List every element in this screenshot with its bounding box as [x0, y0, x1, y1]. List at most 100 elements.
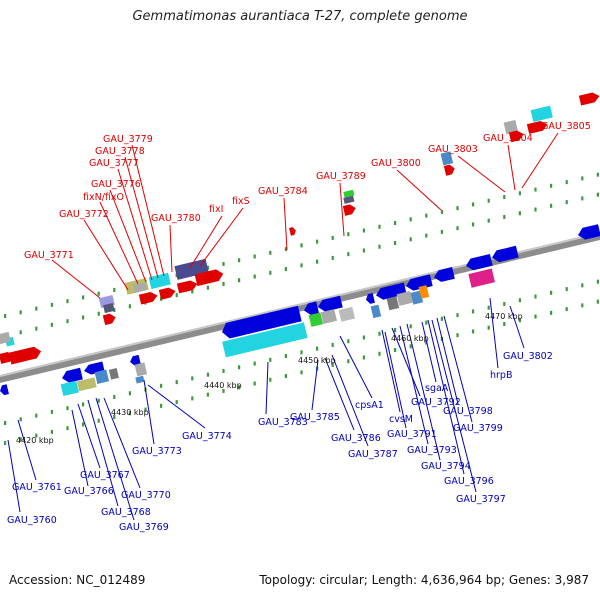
gene-label-bottom[interactable]: GAU_3802 — [503, 351, 553, 362]
tick-mark — [113, 395, 116, 400]
gene-feature — [135, 375, 145, 384]
gene-label-top[interactable]: GAU_3778 — [95, 146, 145, 157]
gene-label-top[interactable]: fixN/fixO — [83, 192, 124, 203]
tick-mark — [487, 305, 490, 310]
leader-line — [391, 327, 421, 397]
gene-label-bottom[interactable]: GAU_3770 — [121, 490, 171, 501]
tick-mark — [518, 298, 521, 303]
tick-mark — [19, 330, 22, 335]
gene-label-bottom[interactable]: cvsM — [389, 414, 413, 425]
tick-mark — [440, 316, 443, 321]
gene-box — [386, 296, 400, 311]
gene-arrow-forward — [526, 120, 548, 134]
tick-mark — [113, 415, 116, 420]
gene-label-bottom[interactable]: hrpB — [490, 370, 512, 381]
leader-line — [406, 323, 441, 461]
leader-line — [87, 399, 119, 507]
gene-arrow-reverse — [222, 305, 302, 339]
tick-mark — [565, 180, 568, 185]
gene-label-bottom[interactable]: GAU_3799 — [453, 423, 503, 434]
gene-label-bottom[interactable]: GAU_3792 — [411, 397, 461, 408]
leader-line — [109, 189, 147, 283]
tick-mark — [4, 314, 7, 319]
gene-label-bottom[interactable]: GAU_3798 — [443, 406, 493, 417]
gene-label-top[interactable]: GAU_3784 — [258, 186, 308, 197]
gene-label-bottom[interactable]: GAU_3791 — [387, 429, 437, 440]
leader-line — [339, 182, 345, 237]
leader-line — [507, 144, 516, 191]
gene-label-bottom[interactable]: GAU_3794 — [421, 461, 471, 472]
gene-feature — [526, 120, 548, 134]
gene-label-bottom[interactable]: GAU_3783 — [258, 417, 308, 428]
tick-mark — [191, 289, 194, 294]
tick-mark — [347, 232, 350, 237]
gene-feature — [289, 227, 296, 236]
tick-mark — [300, 350, 303, 355]
gene-label-top[interactable]: GAU_3803 — [428, 144, 478, 155]
gene-box — [222, 322, 308, 358]
tick-mark — [284, 354, 287, 359]
tick-mark — [503, 194, 506, 199]
gene-label-bottom[interactable]: GAU_3767 — [80, 470, 130, 481]
gene-label-top[interactable]: GAU_3800 — [371, 158, 421, 169]
gene-box — [440, 151, 454, 166]
gene-box — [308, 312, 324, 327]
gene-label-bottom[interactable]: GAU_3787 — [348, 449, 398, 460]
gene-label-bottom[interactable]: GAU_3769 — [119, 522, 169, 533]
gene-label-top[interactable]: GAU_3771 — [24, 250, 74, 261]
leader-line — [147, 384, 206, 429]
tick-mark — [238, 258, 241, 263]
gene-feature — [342, 204, 356, 216]
gene-label-bottom[interactable]: GAU_3768 — [101, 507, 151, 518]
tick-mark — [362, 248, 365, 253]
gene-label-top[interactable]: GAU_3780 — [151, 213, 201, 224]
gene-label-bottom[interactable]: GAU_3793 — [407, 445, 457, 456]
leader-line — [71, 409, 89, 487]
gene-label-top[interactable]: GAU_3804 — [483, 133, 533, 144]
gene-label-bottom[interactable]: GAU_3797 — [456, 494, 506, 505]
gene-features — [0, 92, 600, 397]
gene-label-bottom[interactable]: GAU_3766 — [64, 486, 114, 497]
tick-mark — [347, 339, 350, 344]
gene-label-top[interactable]: GAU_3779 — [103, 134, 153, 145]
tick-mark — [35, 306, 38, 311]
tick-mark — [362, 335, 365, 340]
tick-mark — [565, 200, 568, 205]
leader-line — [431, 319, 477, 493]
gene-arrow-forward — [194, 269, 224, 287]
tick-mark — [565, 287, 568, 292]
gene-box — [133, 282, 147, 293]
tick-mark — [362, 355, 365, 360]
tick-mark — [472, 309, 475, 314]
leader-line — [124, 156, 159, 279]
gene-label-top[interactable]: GAU_3772 — [59, 209, 109, 220]
tick-mark — [97, 398, 100, 403]
gene-arrow-forward — [443, 164, 455, 176]
tick-mark — [581, 176, 584, 181]
gene-box — [418, 285, 430, 299]
tick-mark — [19, 417, 22, 422]
gene-label-top[interactable]: GAU_3776 — [91, 179, 141, 190]
gene-arrow-forward — [138, 291, 158, 305]
gene-box — [94, 369, 110, 384]
gene-label-top[interactable]: fixI — [209, 204, 223, 215]
gene-feature — [148, 272, 171, 290]
gene-feature — [396, 290, 414, 306]
gene-label-bottom[interactable]: GAU_3786 — [331, 433, 381, 444]
gene-label-bottom[interactable]: GAU_3761 — [12, 482, 62, 493]
gene-label-bottom[interactable]: GAU_3774 — [182, 431, 232, 442]
gene-label-top[interactable]: GAU_3777 — [89, 158, 139, 169]
tick-mark — [596, 192, 599, 197]
gene-label-top[interactable]: GAU_3805 — [541, 121, 591, 132]
tick-mark — [472, 202, 475, 207]
gene-label-top[interactable]: GAU_3789 — [316, 171, 366, 182]
gene-label-top[interactable]: fixS — [232, 196, 250, 207]
gene-label-bottom[interactable]: GAU_3773 — [132, 446, 182, 457]
gene-label-bottom[interactable]: GAU_3760 — [7, 515, 57, 526]
gene-feature — [108, 368, 119, 380]
gene-label-bottom[interactable]: GAU_3796 — [444, 476, 494, 487]
gene-label-bottom[interactable]: cpsA1 — [355, 400, 384, 411]
gene-label-bottom[interactable]: sgaA — [425, 383, 449, 394]
gene-label-bottom[interactable]: GAU_3785 — [290, 412, 340, 423]
tick-mark — [409, 344, 412, 349]
